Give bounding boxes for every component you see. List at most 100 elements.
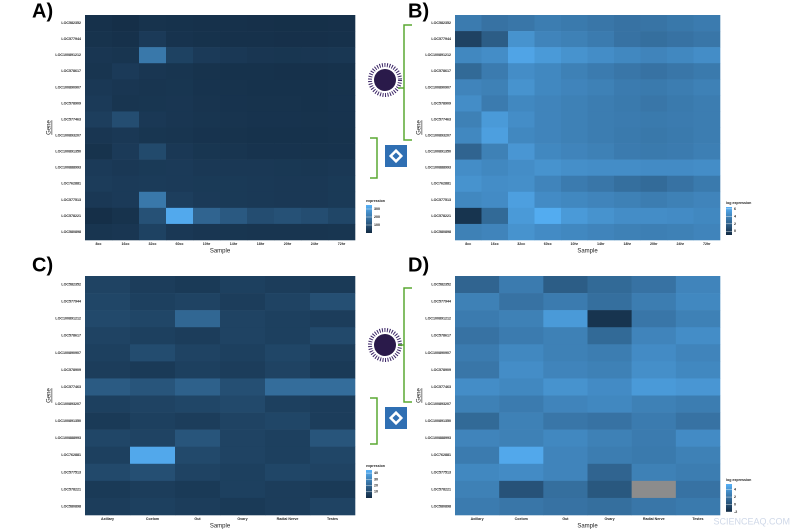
heat-cell bbox=[631, 378, 677, 396]
x-tick-label: 16cc bbox=[122, 242, 130, 246]
heat-cell bbox=[693, 111, 721, 128]
heat-cell bbox=[274, 111, 302, 128]
heat-cell bbox=[631, 276, 677, 294]
heat-cell bbox=[175, 361, 221, 379]
heat-cell bbox=[481, 159, 509, 177]
heat-cell bbox=[631, 429, 677, 448]
heat-cell bbox=[561, 127, 588, 144]
heat-cell bbox=[587, 31, 615, 48]
heat-cell bbox=[193, 191, 221, 209]
y-tick-label: LOC582352 bbox=[61, 21, 81, 25]
heat-cell bbox=[85, 429, 131, 448]
heat-cell bbox=[220, 395, 266, 413]
heat-cell bbox=[508, 223, 535, 241]
heat-cell bbox=[640, 63, 668, 80]
colorbar-tick-label: 0 bbox=[734, 502, 736, 506]
heat-cell bbox=[455, 159, 482, 177]
heat-cell bbox=[112, 127, 140, 144]
colorbar-tick-label: 4 bbox=[734, 488, 736, 492]
x-tick-label: 8cc bbox=[96, 242, 102, 246]
y-tick-label: LOC100890907 bbox=[55, 351, 81, 355]
x-tick-label: 72hr bbox=[338, 242, 346, 246]
heat-cell bbox=[481, 15, 509, 32]
heat-cell bbox=[508, 79, 535, 96]
heat-cell bbox=[499, 378, 544, 396]
heat-cell bbox=[175, 480, 221, 499]
y-tick-label: LOC577944 bbox=[61, 300, 81, 304]
heat-cell bbox=[508, 159, 535, 177]
heat-cell bbox=[455, 327, 500, 345]
panel-label: C) bbox=[32, 254, 53, 276]
x-tick-label: 8cc bbox=[465, 242, 471, 246]
heat-cell bbox=[508, 191, 535, 209]
heat-cell bbox=[247, 207, 275, 225]
heat-cell bbox=[85, 276, 131, 294]
x-tick-label: 32cc bbox=[517, 242, 525, 246]
heat-cell bbox=[693, 175, 721, 193]
y-tick-label: LOC100888993 bbox=[55, 436, 81, 440]
heat-cell bbox=[508, 63, 535, 80]
heat-cell bbox=[139, 111, 167, 128]
heat-cell bbox=[455, 111, 482, 128]
y-tick-label: LOC100891212 bbox=[425, 53, 451, 57]
heat-cell bbox=[166, 15, 194, 32]
y-tick-label: LOC100893207 bbox=[425, 402, 451, 406]
heat-cell bbox=[85, 344, 131, 362]
heat-cell bbox=[112, 223, 140, 241]
heat-cell bbox=[220, 159, 248, 177]
heat-cell bbox=[543, 361, 588, 379]
heat-cell bbox=[481, 63, 509, 80]
heat-cell bbox=[166, 95, 194, 112]
heat-cell bbox=[561, 79, 588, 96]
heat-cell bbox=[328, 143, 356, 160]
heat-cell bbox=[587, 497, 632, 516]
heat-cell bbox=[130, 429, 176, 448]
heat-cell bbox=[166, 111, 194, 128]
chip-icon bbox=[385, 145, 407, 167]
heat-cell bbox=[85, 293, 131, 311]
heat-cell bbox=[328, 127, 356, 144]
heat-cell bbox=[274, 127, 302, 144]
x-tick-label: Ovary bbox=[237, 517, 247, 521]
x-tick-label: Radial Nerve bbox=[643, 517, 665, 521]
heat-cell bbox=[301, 31, 329, 48]
heat-cell bbox=[508, 143, 535, 160]
colorbar-tick-label: 4 bbox=[734, 214, 736, 218]
x-tick-label: Gut bbox=[194, 517, 201, 521]
heat-cell bbox=[561, 143, 588, 160]
x-tick-label: Gut bbox=[562, 517, 569, 521]
heat-cell bbox=[220, 15, 248, 32]
heat-cell bbox=[640, 175, 668, 193]
heat-cell bbox=[85, 480, 131, 499]
colorbar-tick-label: 2 bbox=[734, 222, 736, 226]
heat-cell bbox=[220, 293, 266, 311]
y-axis-title: Gene bbox=[417, 388, 423, 403]
heat-cell bbox=[508, 47, 535, 64]
heat-cell bbox=[265, 463, 311, 482]
heat-cell bbox=[640, 79, 668, 96]
heat-cell bbox=[481, 79, 509, 96]
heat-cell bbox=[667, 63, 694, 80]
y-tick-label: LOC100890907 bbox=[425, 85, 451, 89]
x-tick-label: 72hr bbox=[703, 242, 711, 246]
heat-cell bbox=[274, 95, 302, 112]
heat-cell bbox=[481, 143, 509, 160]
heat-cell bbox=[85, 159, 113, 177]
heat-cell bbox=[499, 395, 544, 413]
heat-cell bbox=[455, 175, 482, 193]
heat-cell bbox=[85, 412, 131, 430]
y-tick-label: LOC578617 bbox=[431, 69, 451, 73]
y-tick-label: LOC578617 bbox=[61, 69, 81, 73]
heat-cell bbox=[499, 429, 544, 448]
heat-cell bbox=[693, 63, 721, 80]
y-tick-label: LOC577513 bbox=[61, 470, 81, 474]
heat-cell bbox=[220, 310, 266, 328]
heat-cell bbox=[85, 47, 113, 64]
heat-cell bbox=[455, 127, 482, 144]
heat-cell bbox=[112, 143, 140, 160]
heat-cell bbox=[631, 463, 677, 482]
heat-cell bbox=[85, 446, 131, 465]
heat-cell bbox=[640, 207, 668, 225]
heat-cell bbox=[301, 95, 329, 112]
heat-cell bbox=[112, 191, 140, 209]
